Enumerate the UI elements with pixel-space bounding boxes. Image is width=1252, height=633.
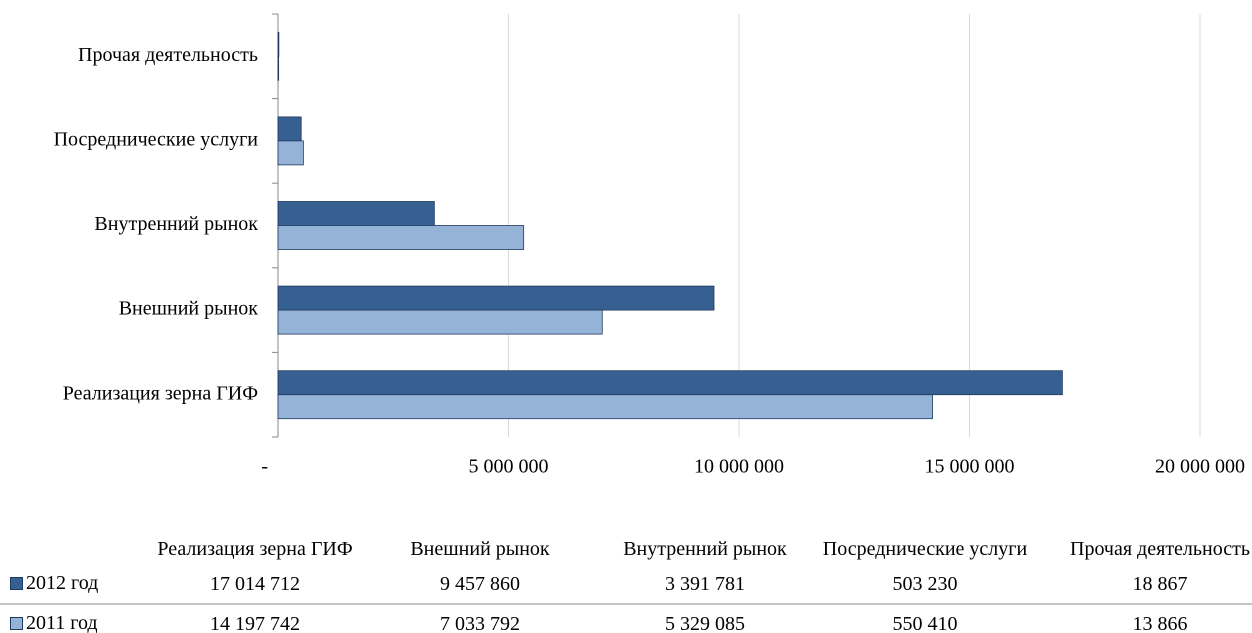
bar <box>277 285 715 311</box>
bar <box>277 394 933 420</box>
table-value: 5 329 085 <box>665 613 745 633</box>
legend-label: 2012 год <box>26 572 99 594</box>
bar <box>277 55 280 81</box>
table-header: Посреднические услуги <box>822 538 1028 560</box>
y-tick-label: Внутренний рынок <box>94 213 258 235</box>
table-value: 9 457 860 <box>440 573 520 595</box>
table-header: Прочая деятельность <box>1070 538 1250 560</box>
table-value: 3 391 781 <box>665 573 745 595</box>
table-value: 14 197 742 <box>210 613 300 633</box>
bar <box>277 309 603 335</box>
x-tick-label: - <box>261 456 268 478</box>
bar <box>277 370 1063 396</box>
bar <box>277 140 304 166</box>
legend-entry: 2012 год <box>10 572 98 595</box>
bar <box>277 201 435 226</box>
legend-key <box>10 577 23 590</box>
bar <box>277 225 525 250</box>
table-value: 13 866 <box>1132 613 1188 633</box>
x-tick-label: 15 000 000 <box>925 456 1015 478</box>
table-value: 7 033 792 <box>440 613 520 633</box>
x-tick-label: 10 000 000 <box>694 456 784 478</box>
x-tick-label: 5 000 000 <box>469 456 549 478</box>
legend-key <box>10 617 23 630</box>
legend-entry: 2011 год <box>10 612 98 633</box>
table-value: 503 230 <box>892 573 958 595</box>
table-header: Внутренний рынок <box>623 538 787 560</box>
x-tick-label: 20 000 000 <box>1155 456 1245 478</box>
table-value: 17 014 712 <box>210 573 300 595</box>
table-value: 550 410 <box>892 613 958 633</box>
table-header: Реализация зерна ГИФ <box>157 538 353 560</box>
legend-label: 2011 год <box>26 612 98 633</box>
y-tick-label: Прочая деятельность <box>78 44 258 66</box>
bar <box>277 116 302 142</box>
bar <box>277 31 280 57</box>
y-tick-label: Внешний рынок <box>119 298 259 320</box>
y-tick-label: Реализация зерна ГИФ <box>63 382 258 404</box>
table-header: Внешний рынок <box>410 538 550 560</box>
table-value: 18 867 <box>1132 573 1188 595</box>
y-tick-label: Посреднические услуги <box>54 128 259 150</box>
